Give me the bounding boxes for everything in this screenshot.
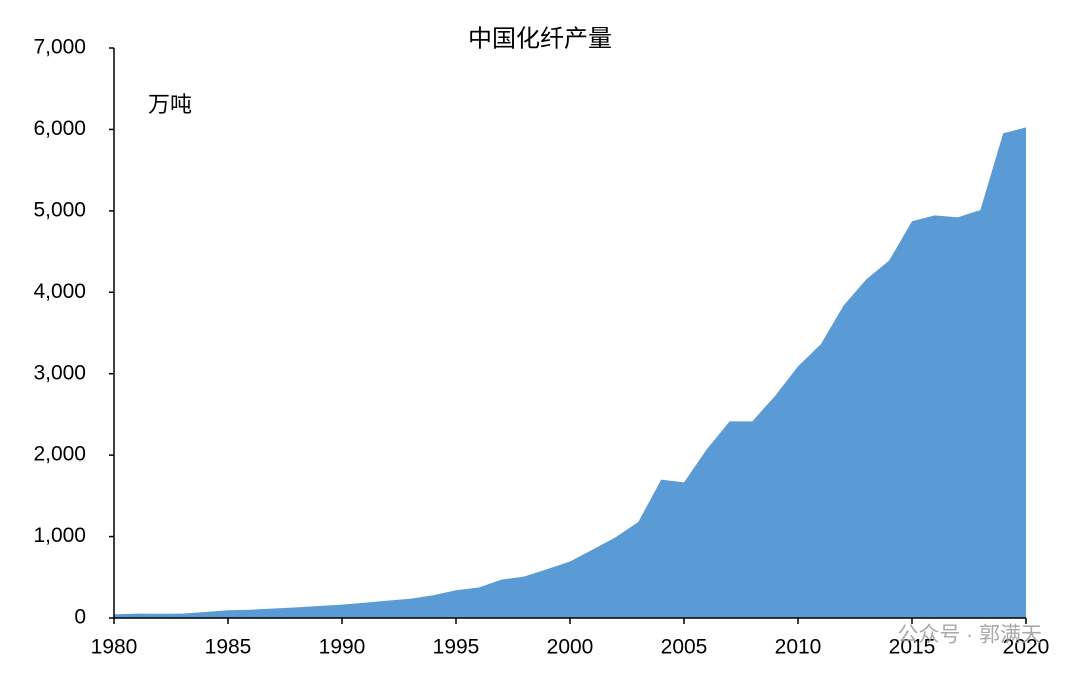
- x-tick-label: 2020: [1003, 636, 1050, 659]
- x-tick-label: 1980: [91, 636, 138, 659]
- y-tick-label: 5,000: [33, 198, 86, 221]
- y-tick-label: 3,000: [33, 361, 86, 384]
- chart-title: 中国化纤产量: [468, 25, 612, 52]
- y-tick-label: 6,000: [33, 117, 86, 140]
- x-tick-label: 2005: [661, 636, 708, 659]
- area: [114, 127, 1026, 619]
- x-tick-label: 2010: [775, 636, 822, 659]
- x-tick-label: 1995: [433, 636, 480, 659]
- y-tick-label: 4,000: [33, 280, 86, 303]
- x-tick-label: 1990: [319, 636, 366, 659]
- x-tick-label: 2015: [889, 636, 936, 659]
- y-tick-label: 1,000: [33, 524, 86, 547]
- x-tick-label: 2000: [547, 636, 594, 659]
- y-tick-label: 7,000: [33, 36, 86, 59]
- unit-label: 万吨: [148, 92, 192, 117]
- y-tick-label: 0: [74, 606, 86, 629]
- watermark: 公众号 · 郭满天: [897, 624, 1042, 647]
- x-tick-label: 1985: [205, 636, 252, 659]
- y-tick-label: 2,000: [33, 443, 86, 466]
